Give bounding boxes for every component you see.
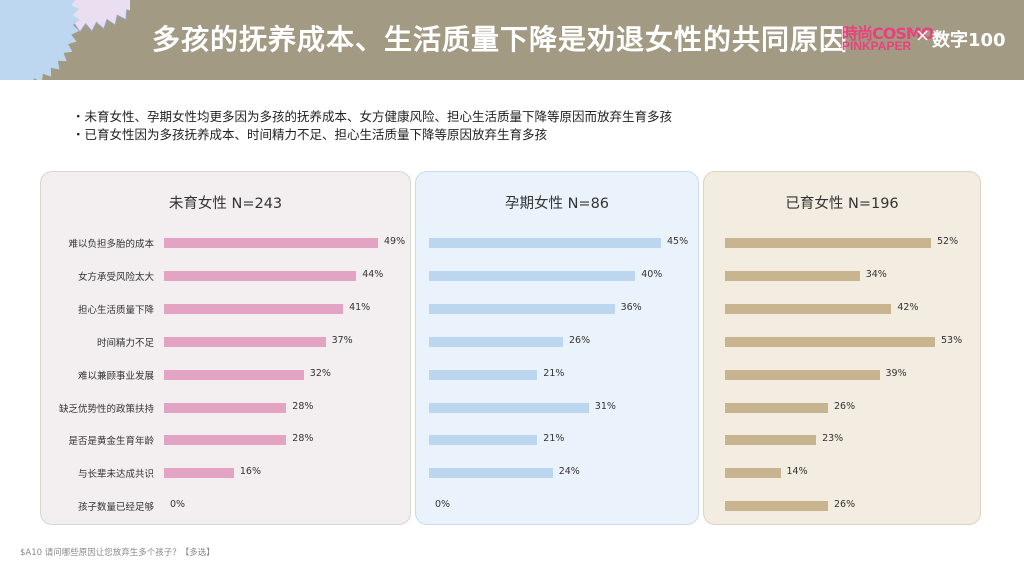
category-label: 与长辈未达成共识 (77, 469, 154, 481)
page-title: 多孩的抚养成本、生活质量下降是劝退女性的共同原因 (152, 23, 849, 56)
summary-bullet: ・未育女性、孕期女性均更多因为多孩的抚养成本、女方健康风险、担心生活质量下降等原… (72, 109, 673, 124)
starburst-shape (0, 0, 80, 80)
bar (164, 336, 326, 347)
panel-title: 已育女性 N=196 (785, 196, 899, 212)
bar (429, 336, 563, 347)
bar (725, 270, 860, 281)
bar (164, 402, 287, 413)
value-label: 0% (435, 499, 451, 511)
bar (725, 468, 781, 479)
bar (429, 238, 661, 248)
value-label: 36% (620, 301, 642, 313)
bar (429, 303, 615, 314)
panel-title: 未育女性 N=243 (168, 196, 283, 212)
value-label: 0% (170, 499, 186, 511)
bar (725, 303, 892, 314)
bar (164, 270, 357, 281)
pinkpaper-logo: PINKPAPER (842, 39, 912, 53)
category-label: 担心生活质量下降 (77, 304, 154, 316)
bar (429, 468, 553, 479)
starburst-decoration (0, 0, 130, 80)
summary-bullets: ・未育女性、孕期女性均更多因为多孩的抚养成本、女方健康风险、担心生活质量下降等原… (72, 108, 672, 144)
value-label: 28% (292, 433, 314, 445)
value-label: 24% (558, 466, 580, 478)
value-label: 26% (569, 334, 591, 346)
value-label: 28% (292, 400, 314, 412)
value-label: 23% (822, 433, 844, 445)
category-label: 难以负担多胎的成本 (68, 239, 154, 250)
category-label: 时间精力不足 (96, 337, 154, 349)
category-label: 缺乏优势性的政策扶持 (58, 403, 154, 415)
value-label: 45% (667, 236, 689, 247)
value-label: 21% (543, 367, 565, 379)
bar (164, 238, 378, 248)
value-label: 49% (384, 236, 406, 247)
value-label: 21% (543, 433, 565, 445)
bar (725, 435, 817, 446)
cosmo-logo: 時尚COSMO (842, 24, 934, 43)
value-label: 31% (594, 400, 616, 412)
header-banner: 多孩的抚养成本、生活质量下降是劝退女性的共同原因 時尚COSMO PINKPAP… (0, 0, 1024, 80)
bar (429, 435, 538, 446)
value-label: 44% (362, 268, 384, 280)
bar (429, 270, 636, 281)
shuzi100-logo: 数字100 (932, 30, 1006, 51)
value-label: 14% (786, 466, 808, 478)
panel-mothers: 已育女性 N=196 (703, 171, 981, 525)
value-label: 16% (239, 466, 262, 478)
summary-bullet: ・已育女性因为多孩抚养成本、时间精力不足、担心生活质量下降等原因放弃生育多孩 (72, 127, 548, 142)
value-label: 39% (885, 367, 907, 379)
value-label: 32% (309, 367, 331, 379)
bar (164, 468, 234, 479)
panel-title: 孕期女性 N=86 (504, 196, 610, 212)
value-label: 42% (897, 301, 919, 313)
category-label: 是否是黄金生育年龄 (68, 436, 154, 448)
value-label: 53% (941, 334, 963, 346)
category-label: 女方承受风险太大 (77, 271, 154, 283)
bar (725, 501, 828, 512)
bar (164, 435, 287, 446)
brand-separator: × (915, 25, 931, 46)
bar (429, 402, 589, 413)
survey-footnote: $A10 请问哪些原因让您放弃生多个孩子？【多选】 (20, 548, 215, 558)
value-label: 52% (937, 236, 959, 247)
bar (725, 402, 828, 413)
bar (725, 336, 935, 347)
value-label: 34% (865, 268, 887, 280)
value-label: 40% (641, 268, 663, 280)
category-label: 难以兼顾事业发展 (77, 370, 154, 382)
value-label: 26% (834, 499, 856, 511)
value-label: 26% (834, 400, 856, 412)
bar (725, 238, 931, 248)
bar (429, 369, 538, 380)
bar (725, 369, 880, 380)
panel-unbirthed: 未育女性 N=243 (40, 171, 411, 525)
panel-pregnant: 孕期女性 N=86 (415, 171, 699, 525)
category-label: 孩子数量已经足够 (77, 502, 154, 514)
value-label: 37% (331, 334, 353, 346)
value-label: 41% (349, 301, 371, 313)
bar (164, 303, 344, 314)
bar (164, 369, 304, 380)
